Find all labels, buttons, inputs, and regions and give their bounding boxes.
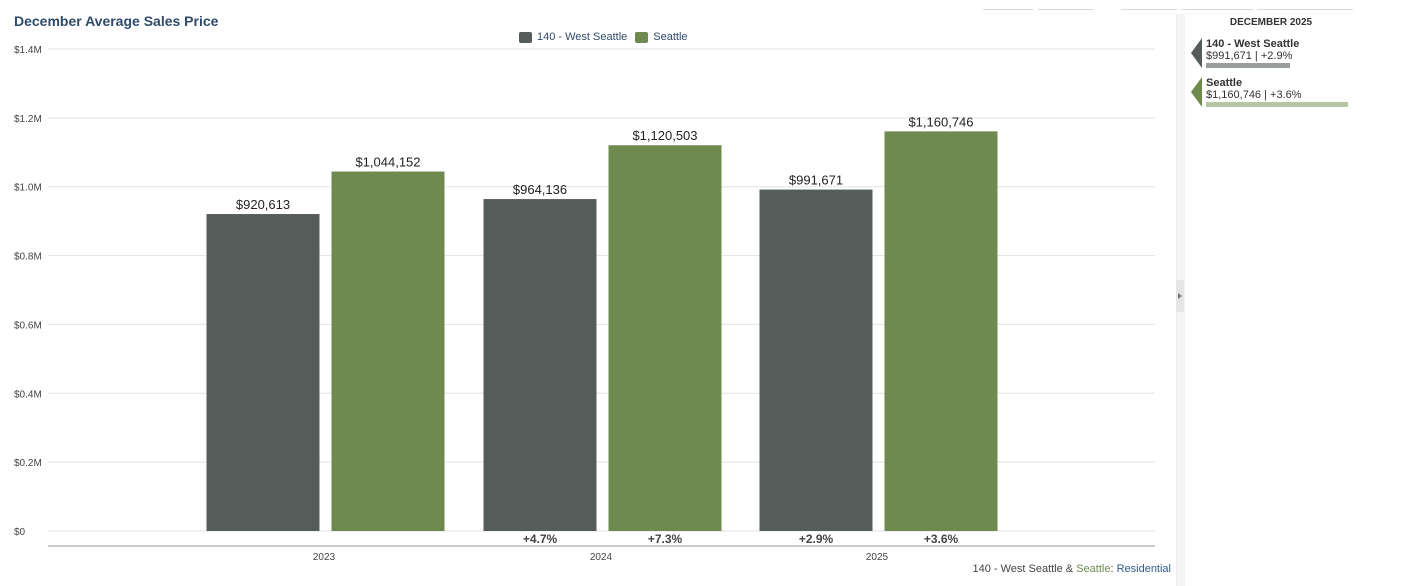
- chart-footer: 140 - West Seattle & Seattle: Residentia…: [972, 563, 1171, 575]
- chart-legend: 140 - West Seattle Seattle: [519, 31, 696, 43]
- x-tick-label: 2025: [866, 552, 889, 563]
- y-tick-label: $1.0M: [14, 183, 42, 194]
- bar[interactable]: [759, 189, 873, 531]
- y-tick-label: $0.6M: [14, 320, 42, 331]
- y-tick-label: $0.8M: [14, 252, 42, 263]
- side-entry-value: $1,160,746 | +3.6%: [1206, 89, 1302, 101]
- y-tick-label: $0.2M: [14, 458, 42, 469]
- footer-type: Residential: [1116, 563, 1171, 575]
- footer-area: 140 - West Seattle: [972, 563, 1063, 575]
- bar[interactable]: [608, 145, 722, 532]
- side-arrow-west-seattle: [1191, 38, 1202, 68]
- side-entry-name: 140 - West Seattle: [1206, 38, 1300, 50]
- footer-amp: &: [1062, 563, 1077, 575]
- toolbar-tab-1[interactable]: [983, 9, 1033, 10]
- bar[interactable]: [206, 214, 320, 532]
- change-label: +3.6%: [924, 532, 959, 546]
- side-entry-value: $991,671 | +2.9%: [1206, 50, 1293, 62]
- legend-label-seattle: Seattle: [653, 31, 688, 43]
- legend-swatch-west-seattle: [519, 31, 532, 43]
- footer-city: Seattle: [1076, 563, 1111, 575]
- side-entry-bar: [1206, 63, 1290, 68]
- legend-item-seattle[interactable]: Seattle: [635, 31, 688, 43]
- change-label: +2.9%: [799, 532, 834, 546]
- x-tick-label: 2023: [313, 552, 336, 563]
- side-entry-bar: [1206, 102, 1348, 107]
- x-tick-label: 2024: [590, 552, 613, 563]
- y-tick-label: $1.2M: [14, 114, 42, 125]
- toolbar-tab-5[interactable]: [1257, 9, 1353, 10]
- legend-swatch-seattle: [635, 31, 649, 43]
- side-panel: DECEMBER 2025 140 - West Seattle $991,67…: [1186, 0, 1414, 586]
- toolbar-tab-4[interactable]: [1181, 9, 1253, 10]
- y-tick-label: $0: [14, 527, 26, 538]
- side-panel-header: DECEMBER 2025: [1229, 17, 1313, 28]
- collapse-panel-handle[interactable]: [1176, 280, 1184, 312]
- bar[interactable]: [331, 171, 445, 532]
- y-tick-label: $1.4M: [14, 45, 42, 56]
- data-label: $964,136: [513, 182, 567, 197]
- side-arrow-seattle: [1191, 77, 1202, 107]
- data-label: $991,671: [789, 173, 843, 188]
- chart-title: December Average Sales Price: [14, 13, 219, 29]
- data-label: $920,613: [236, 197, 290, 212]
- data-label: $1,160,746: [908, 114, 973, 129]
- toolbar-tab-2[interactable]: [1038, 9, 1094, 10]
- change-label: +7.3%: [648, 532, 683, 546]
- bar-chart: $0 $0.2M $0.4M $0.6M $0.8M $1.0M $1.2M $1.4M 202…: [14, 45, 1155, 563]
- bar[interactable]: [884, 131, 998, 531]
- change-label: +4.7%: [523, 532, 558, 546]
- side-entry-name: Seattle: [1206, 77, 1243, 89]
- toolbar-tab-3[interactable]: [1121, 9, 1177, 10]
- data-label: $1,120,503: [632, 128, 697, 143]
- footer-colon: :: [1110, 563, 1117, 575]
- data-label: $1,044,152: [355, 155, 420, 170]
- legend-label-west-seattle: 140 - West Seattle: [537, 31, 628, 43]
- bar[interactable]: [483, 199, 597, 531]
- y-tick-label: $0.4M: [14, 389, 42, 400]
- legend-item-west-seattle[interactable]: 140 - West Seattle: [519, 31, 627, 43]
